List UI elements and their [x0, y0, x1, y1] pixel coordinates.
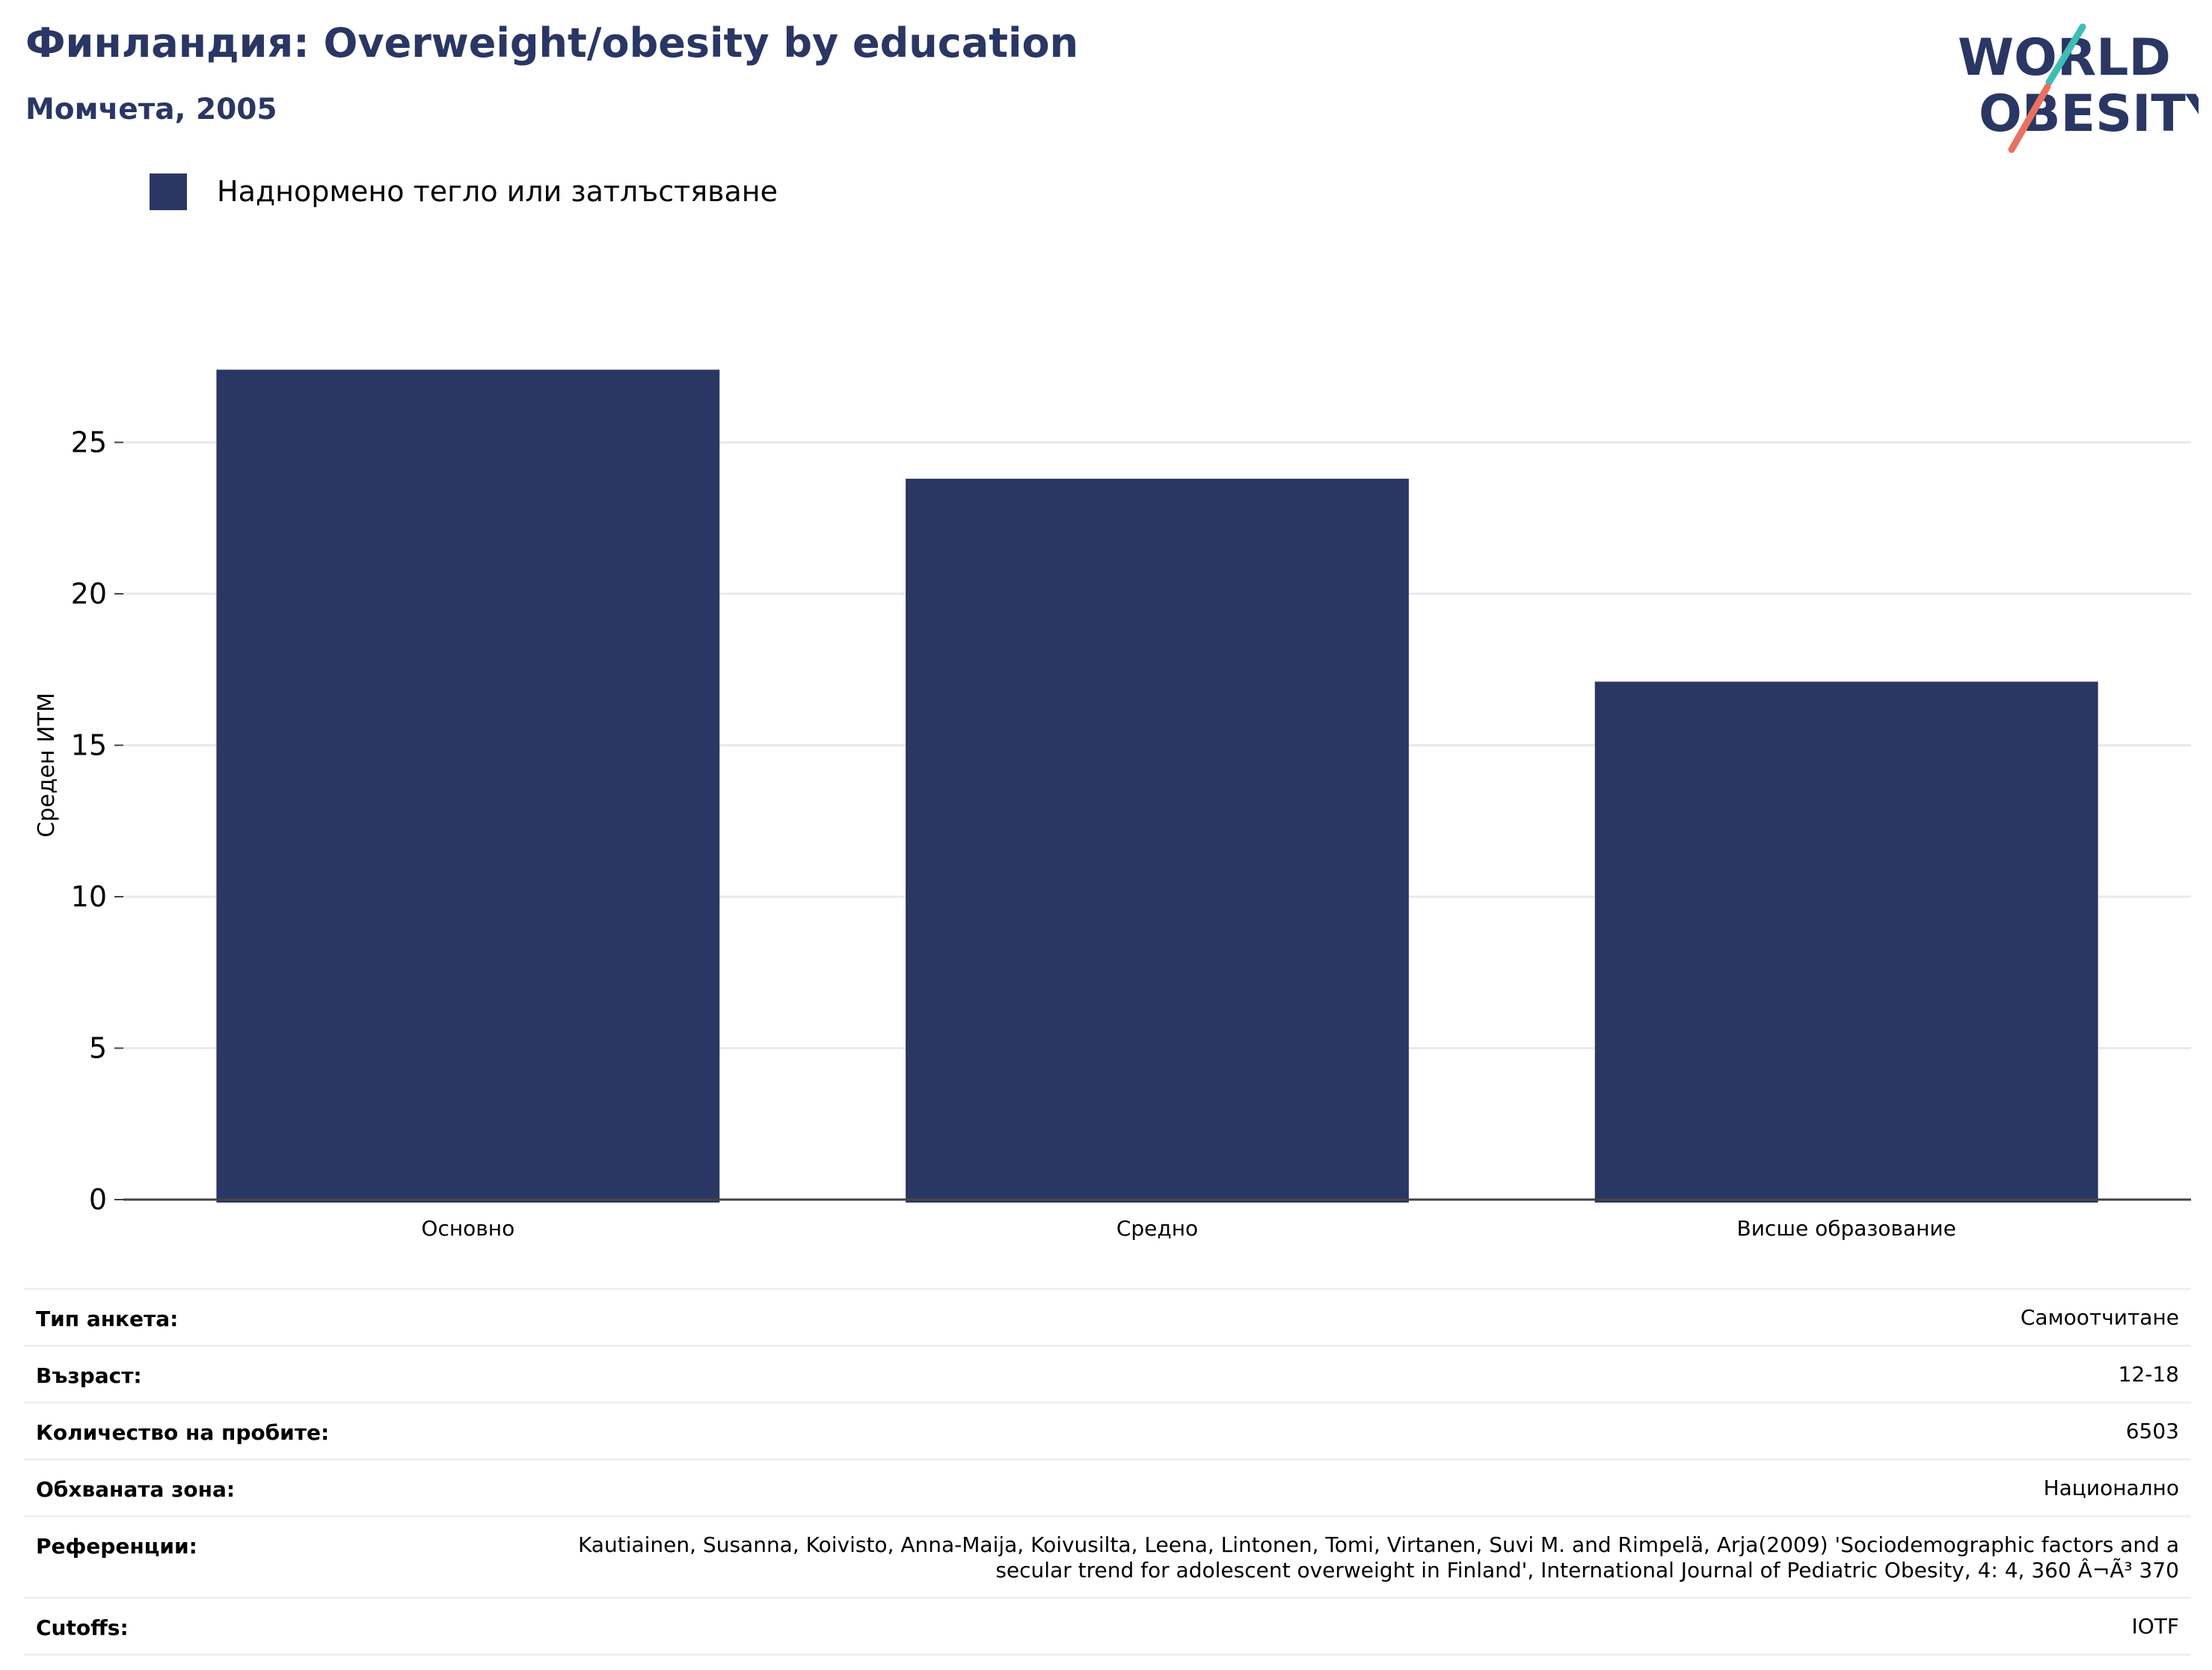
- info-label: Количество на пробите:: [36, 1420, 330, 1445]
- info-row: Тип анкета: Самоотчитане: [24, 1290, 2191, 1347]
- y-tick-label: 25: [71, 426, 107, 459]
- x-tick-label: Основно: [421, 1216, 514, 1241]
- y-tick-label: 20: [71, 577, 107, 610]
- info-value: Самоотчитане: [2020, 1305, 2179, 1330]
- info-table: Тип анкета: Самоотчитане Възраст: 12-18 Коли…: [24, 1288, 2191, 1656]
- world-obesity-logo: WORLD OBESITY: [1958, 23, 2199, 153]
- info-label: Обхваната зона:: [36, 1477, 236, 1502]
- y-tick-label: 0: [89, 1183, 107, 1216]
- info-value: 12-18: [2118, 1362, 2179, 1387]
- bar-chart: 0 5 10 15 20 25 Среден ИТМ Основно Средно Висше о…: [34, 369, 2191, 1241]
- info-row: Възраст: 12-18: [24, 1347, 2191, 1404]
- info-label: Cutoffs:: [36, 1615, 129, 1640]
- info-value: Национално: [2043, 1476, 2179, 1500]
- info-label: Тип анкета:: [36, 1307, 179, 1331]
- legend-label: Наднормено тегло или затлъстяване: [217, 175, 778, 208]
- y-tick-label: 5: [89, 1032, 107, 1065]
- bar: [906, 479, 1409, 1203]
- info-row: Обхваната зона: Национално: [24, 1461, 2191, 1517]
- bar: [216, 369, 720, 1203]
- y-tick-label: 15: [71, 729, 107, 762]
- info-label: Референции:: [36, 1534, 197, 1559]
- info-value: Kautiainen, Susanna, Koivisto, Anna-Maij…: [577, 1532, 2179, 1582]
- bar: [1594, 681, 2098, 1203]
- info-value: IOTF: [2131, 1614, 2179, 1639]
- logo-word-obesity: OBESITY: [1979, 85, 2199, 144]
- info-row: Референции: Kautiainen, Susanna, Koivisto…: [24, 1517, 2191, 1599]
- chart-title: Финландия: Overweight/obesity by educati…: [25, 19, 1079, 67]
- info-row: Количество на пробите: 6503: [24, 1404, 2191, 1461]
- legend-swatch: [150, 174, 187, 210]
- y-tick-label: 10: [71, 880, 107, 913]
- logo-coral-slash: [2008, 83, 2051, 153]
- x-tick-label: Висше образование: [1737, 1216, 1956, 1241]
- info-value: 6503: [2125, 1419, 2179, 1443]
- info-row: Cutoffs: IOTF: [24, 1599, 2191, 1656]
- info-label: Възраст:: [36, 1363, 142, 1388]
- y-axis-label: Среден ИТМ: [34, 693, 60, 837]
- logo-teal-slash: [2045, 23, 2086, 86]
- x-tick-label: Средно: [1116, 1216, 1198, 1241]
- chart-subtitle: Момчета, 2005: [25, 93, 277, 126]
